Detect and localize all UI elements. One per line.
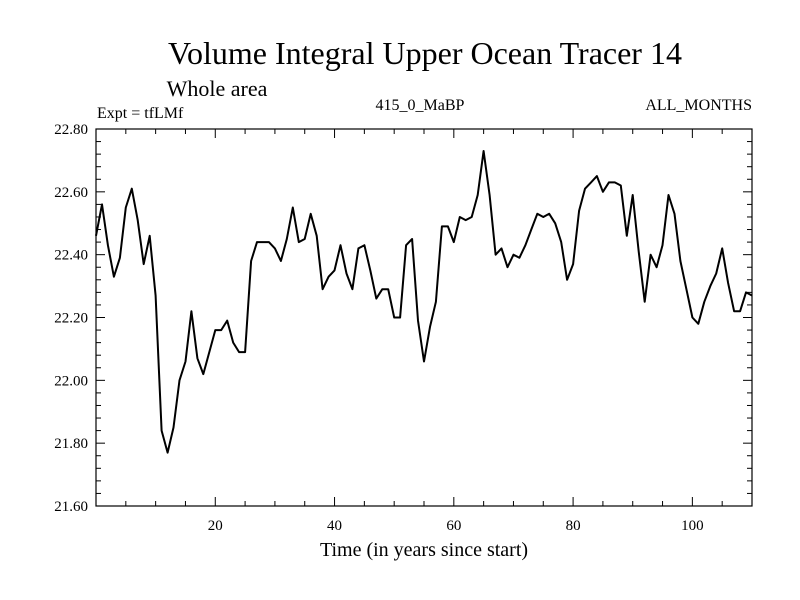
center-label: 415_0_MaBP [376, 97, 465, 114]
y-tick-label: 22.60 [54, 185, 88, 201]
experiment-label: Expt = tfLMf [97, 105, 184, 122]
x-tick-label: 40 [327, 518, 342, 534]
x-axis-tick-labels: 20 40 60 80 100 [208, 518, 704, 534]
chart-title: Volume Integral Upper Ocean Tracer 14 [168, 35, 682, 71]
x-tick-label: 60 [446, 518, 461, 534]
axis-ticks [96, 128, 752, 507]
y-tick-label: 22.20 [54, 311, 88, 327]
x-tick-label: 80 [566, 518, 581, 534]
x-tick-label: 20 [208, 518, 223, 534]
y-tick-label: 22.00 [54, 373, 88, 389]
x-axis-label: Time (in years since start) [320, 539, 528, 561]
y-tick-label: 22.40 [54, 248, 88, 264]
y-tick-label: 22.80 [54, 122, 88, 138]
chart-subtitle: Whole area [167, 76, 268, 101]
plot-frame [95, 128, 753, 507]
y-tick-label: 21.80 [54, 436, 88, 452]
right-label: ALL_MONTHS [645, 97, 752, 114]
series-line-tracer14 [95, 150, 753, 454]
x-tick-label: 100 [681, 518, 704, 534]
y-tick-label: 21.60 [54, 499, 88, 515]
y-axis-tick-labels: 21.60 21.80 22.00 22.20 22.40 22.60 22.80 [54, 122, 88, 515]
